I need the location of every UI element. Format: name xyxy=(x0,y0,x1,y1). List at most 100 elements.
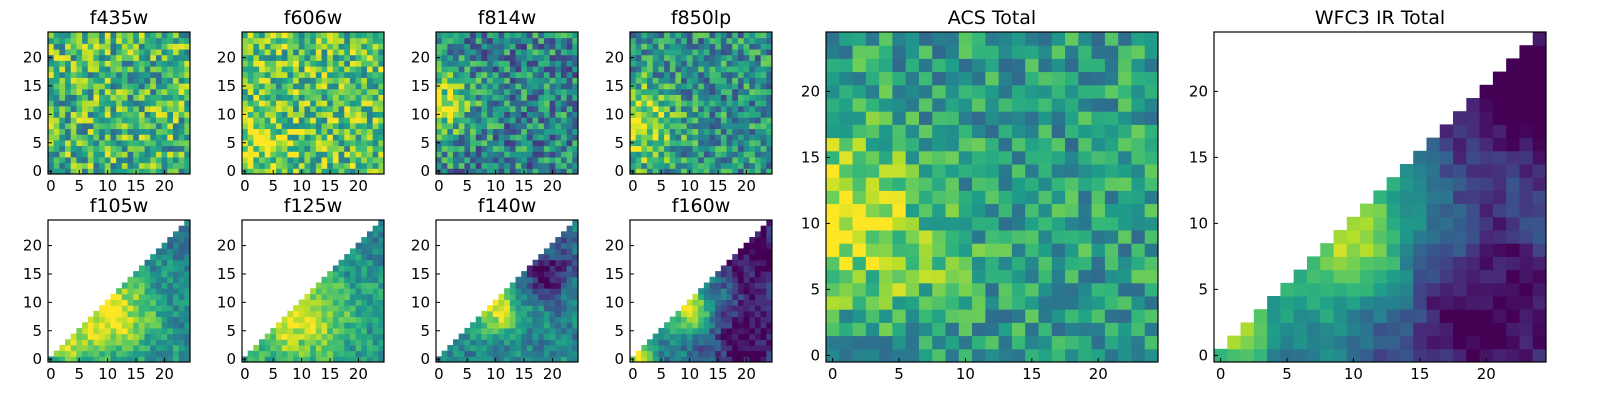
heatmap-cell xyxy=(686,344,693,352)
heatmap-cell xyxy=(998,296,1013,310)
heatmap-cell xyxy=(372,299,379,306)
heatmap-cell xyxy=(76,37,83,44)
heatmap-cell xyxy=(315,111,323,118)
heatmap-cell xyxy=(167,43,174,50)
heatmap-cell xyxy=(555,248,562,255)
heatmap-cell xyxy=(715,134,722,141)
heatmap-cell xyxy=(293,83,300,90)
heatmap-cell xyxy=(144,288,151,295)
heatmap-cell xyxy=(1479,137,1494,152)
heatmap-cell xyxy=(1386,203,1401,218)
heatmap-cell xyxy=(1399,335,1414,350)
heatmap-cell xyxy=(293,32,300,39)
heatmap-cell xyxy=(338,156,345,164)
heatmap-cell xyxy=(1386,269,1401,284)
heatmap-cell xyxy=(1439,164,1454,178)
heatmap-cell xyxy=(378,310,385,318)
heatmap-cell xyxy=(652,60,659,67)
heatmap-cell xyxy=(355,305,362,312)
heatmap-cell xyxy=(150,162,157,169)
heatmap-cell xyxy=(641,128,648,135)
heatmap-cell xyxy=(743,299,750,306)
heatmap-cell xyxy=(355,139,362,147)
heatmap-cell xyxy=(366,231,374,238)
y-tick-label: 0 xyxy=(226,350,236,368)
heatmap-cell xyxy=(918,190,933,205)
heatmap-cell xyxy=(865,58,880,73)
heatmap-cell xyxy=(59,356,66,363)
heatmap-cell xyxy=(458,117,465,124)
heatmap-cell xyxy=(905,243,920,257)
heatmap-cell xyxy=(366,310,374,318)
heatmap-cell xyxy=(87,122,94,130)
heatmap-cell xyxy=(247,32,254,39)
heatmap-cell xyxy=(658,71,665,78)
heatmap-cell xyxy=(998,322,1013,337)
heatmap-cell xyxy=(172,293,180,301)
heatmap-cell xyxy=(509,344,517,352)
heatmap-cell xyxy=(669,168,676,175)
heatmap-cell xyxy=(709,350,716,357)
heatmap-cell xyxy=(692,94,699,101)
heatmap-cell xyxy=(287,66,294,73)
heatmap-cell xyxy=(321,117,328,124)
heatmap-cell xyxy=(349,327,357,335)
heatmap-cell xyxy=(458,333,465,340)
heatmap-cell xyxy=(441,111,448,118)
heatmap-cell xyxy=(766,316,773,323)
heatmap-cell xyxy=(104,327,111,335)
heatmap-cell xyxy=(184,139,191,147)
heatmap-cell xyxy=(82,339,89,346)
heatmap-cell xyxy=(116,145,123,152)
heatmap-cell xyxy=(338,299,345,306)
heatmap-cell xyxy=(82,139,89,147)
heatmap-cell xyxy=(972,150,986,165)
heatmap-cell xyxy=(104,316,111,323)
heatmap-cell xyxy=(1439,216,1454,231)
heatmap-cell xyxy=(698,83,705,90)
heatmap-cell xyxy=(766,162,773,169)
heatmap-cell xyxy=(905,230,920,244)
heatmap-cell xyxy=(1091,256,1106,271)
heatmap-cell xyxy=(715,94,722,101)
heatmap-cell xyxy=(1065,243,1079,257)
heatmap-cell xyxy=(481,168,488,175)
heatmap-cell xyxy=(138,265,146,272)
heatmap-cell xyxy=(315,145,323,152)
heatmap-cell xyxy=(669,117,676,124)
heatmap-cell xyxy=(852,348,867,363)
heatmap-cell xyxy=(178,54,185,61)
heatmap-cell xyxy=(732,117,739,124)
heatmap-cell xyxy=(958,269,973,284)
heatmap-cell xyxy=(332,49,340,56)
heatmap-cell xyxy=(178,49,185,56)
heatmap-cell xyxy=(1506,256,1520,271)
heatmap-cell xyxy=(436,88,443,95)
heatmap-cell xyxy=(487,145,494,152)
heatmap-cell xyxy=(749,282,756,289)
heatmap-cell xyxy=(1453,177,1467,191)
heatmap-cell xyxy=(458,60,465,67)
heatmap-cell xyxy=(441,77,448,84)
heatmap-cell xyxy=(1051,71,1066,86)
heatmap-cell xyxy=(338,43,345,50)
heatmap-cell xyxy=(504,134,511,141)
heatmap-cell xyxy=(1466,190,1481,205)
heatmap-cell xyxy=(167,344,174,352)
heatmap-cell xyxy=(59,350,66,357)
heatmap-cell xyxy=(1506,296,1520,310)
heatmap-cell xyxy=(104,71,111,78)
heatmap-cell xyxy=(852,111,867,125)
heatmap-cell xyxy=(270,43,277,50)
heatmap-cell xyxy=(521,322,528,329)
heatmap-cell xyxy=(698,117,705,124)
heatmap-cell xyxy=(743,117,750,124)
heatmap-cell xyxy=(720,156,728,164)
heatmap-cell xyxy=(669,122,676,130)
heatmap-cell xyxy=(754,293,762,301)
heatmap-cells-f140w xyxy=(436,220,579,363)
heatmap-cell xyxy=(321,327,328,335)
heatmap-cell xyxy=(532,60,539,67)
heatmap-cell xyxy=(65,100,72,107)
